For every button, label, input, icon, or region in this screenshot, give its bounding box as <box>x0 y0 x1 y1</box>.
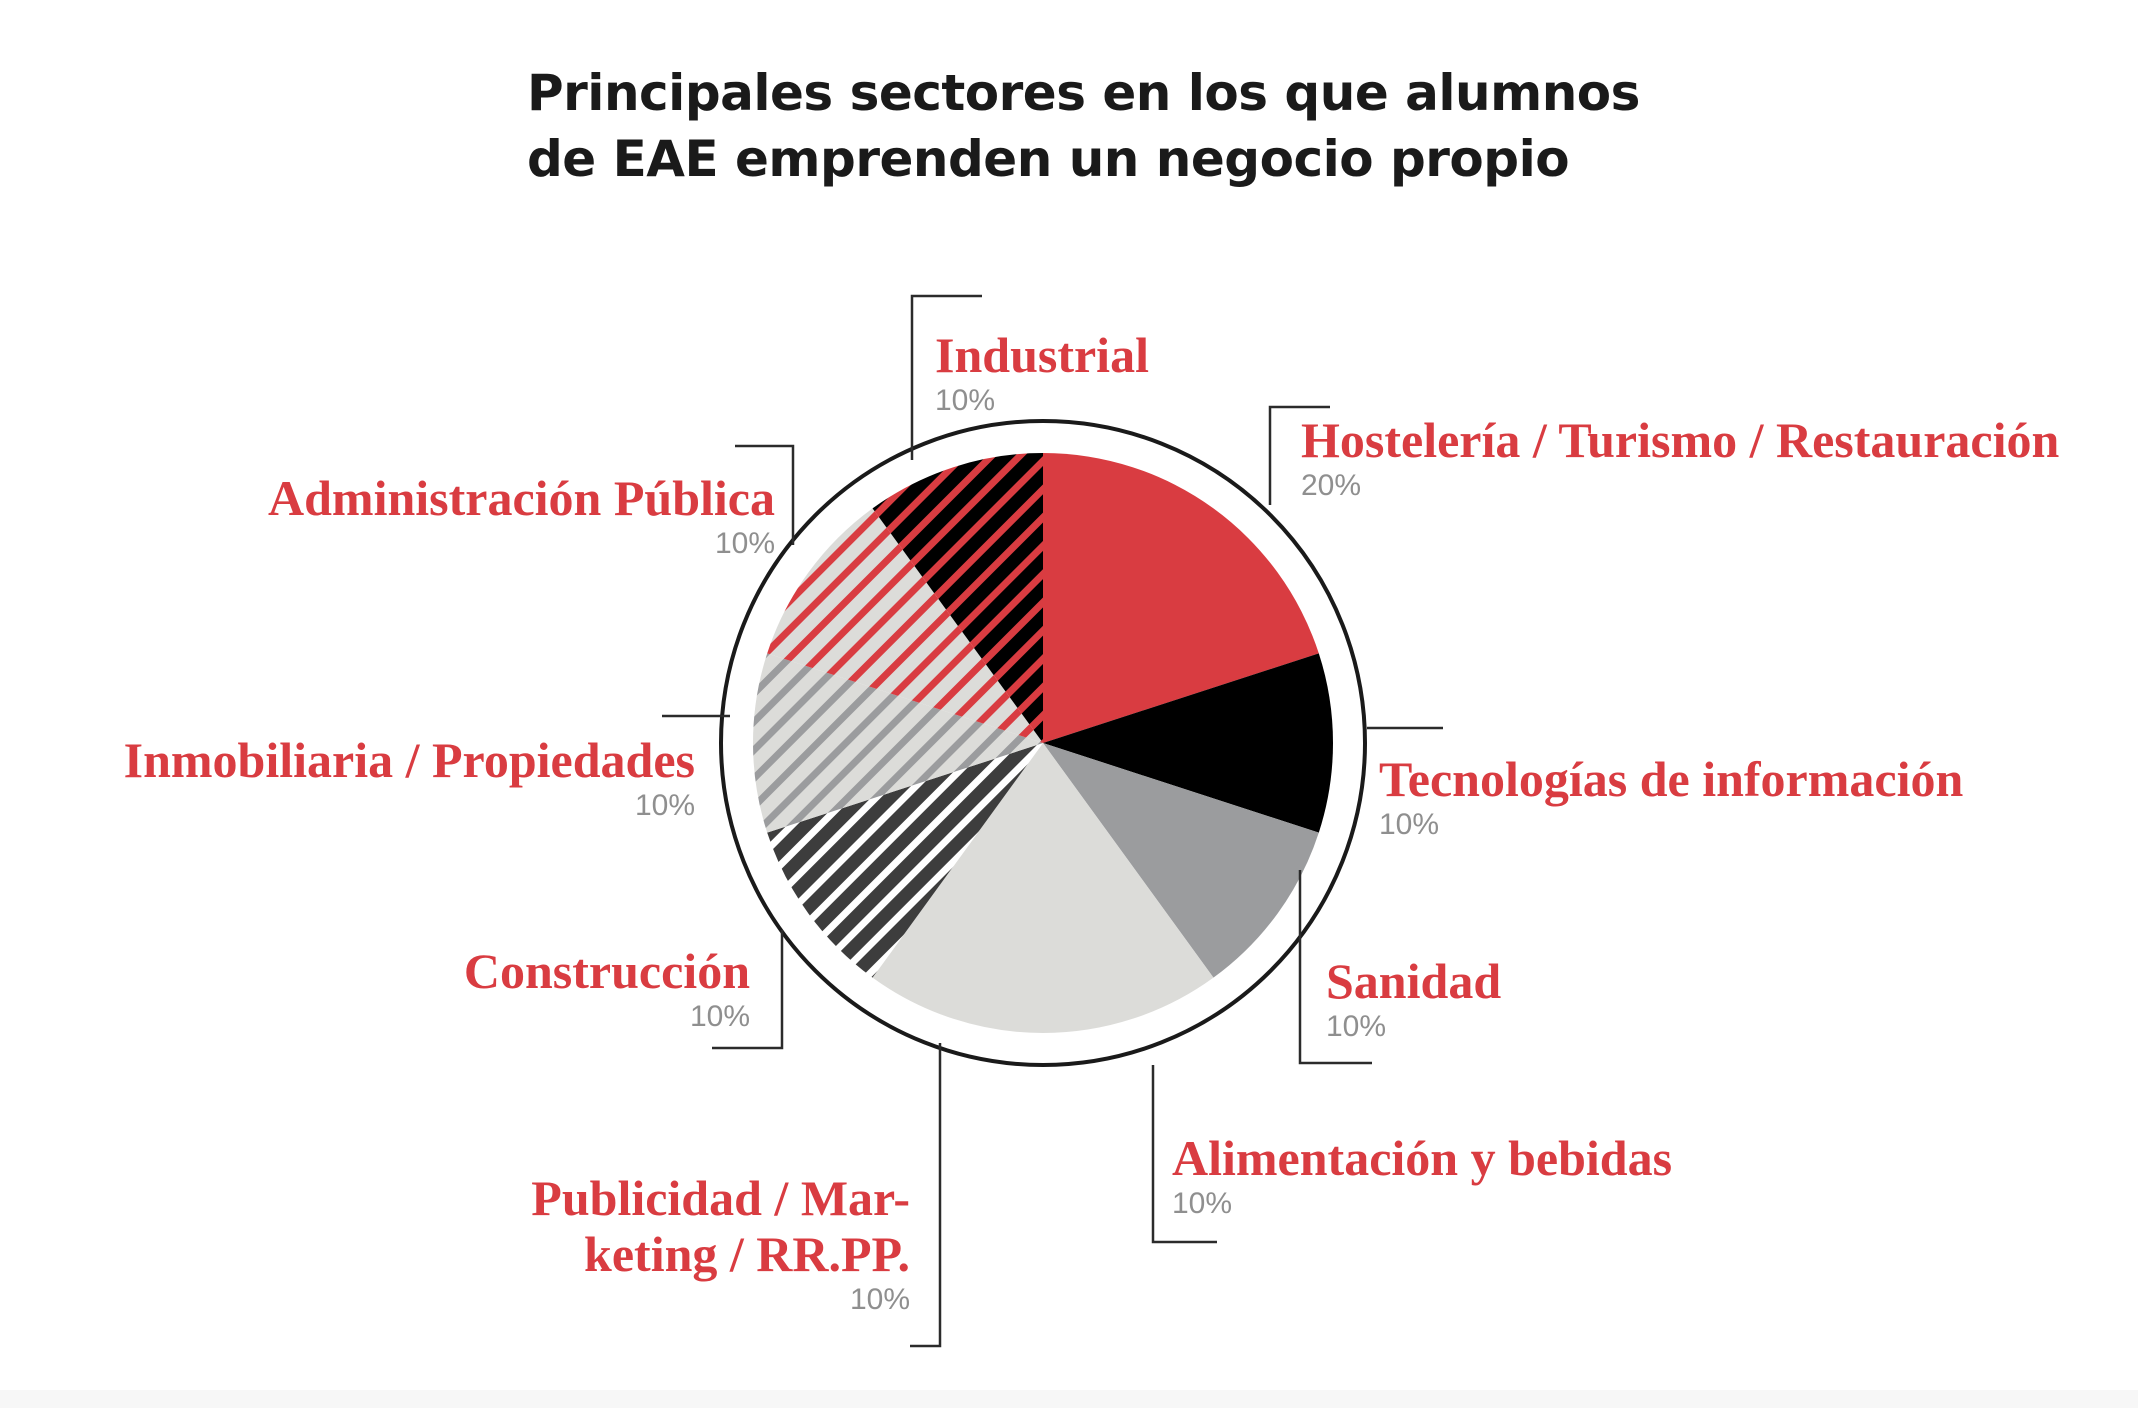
pie-slice-construccion <box>767 743 1043 978</box>
slice-value: 10% <box>1379 808 1440 841</box>
slice-name-line-1: Publicidad / Mar- <box>531 1170 910 1226</box>
bottom-band <box>0 1390 2138 1408</box>
slice-value: 10% <box>714 527 775 560</box>
chart-title-line-1: Principales sectores en los que alumnos <box>527 64 1640 122</box>
slice-value: 10% <box>1172 1187 1233 1220</box>
slice-name: Sanidad <box>1326 953 1502 1009</box>
pie-outer-ring <box>719 419 1367 1067</box>
pie-slice-administracion <box>767 508 1043 743</box>
slice-label-sanidad: Sanidad 10% <box>1326 953 1501 1045</box>
leader-line-publicidad <box>910 1043 942 1348</box>
slice-label-alimentacion: Alimentación y bebidas 10% <box>1172 1130 1672 1222</box>
slice-value: 10% <box>935 384 996 417</box>
slice-name: Tecnologías de información <box>1379 751 1964 807</box>
slice-label-publicidad: Publicidad / Mar- keting / RR.PP. 10% <box>480 1170 910 1318</box>
slice-name: Inmobiliaria / Propiedades <box>123 732 695 788</box>
pie-slice-sanidad <box>1043 743 1319 978</box>
slice-value: 20% <box>1301 469 1362 502</box>
slice-label-construccion: Construcción 10% <box>400 943 750 1035</box>
slice-name: Industrial <box>935 327 1149 383</box>
leader-line-industrial <box>910 294 982 460</box>
leader-line-hosteleria <box>1268 405 1330 505</box>
leader-lines <box>662 294 1443 1348</box>
chart-title-line-2: de EAE emprenden un negocio propio <box>527 130 1570 188</box>
pie-slice-hosteleria <box>1043 453 1319 743</box>
leader-line-administracion <box>735 444 795 545</box>
pie-slices <box>752 453 1334 1033</box>
pie-slice-publicidad <box>872 743 1043 1033</box>
slice-value: 10% <box>689 1000 750 1033</box>
leader-line-alimentacion <box>1151 1065 1217 1244</box>
slice-name: Administración Pública <box>268 470 775 526</box>
slice-label-administracion: Administración Pública 10% <box>160 470 775 562</box>
slice-label-inmobiliaria: Inmobiliaria / Propiedades 10% <box>40 732 695 824</box>
slice-label-hosteleria: Hostelería / Turismo / Restauración 20% <box>1301 412 2059 504</box>
pie-slice-inmobiliaria <box>752 653 1043 833</box>
chart-title: Principales sectores en los que alumnos … <box>527 60 1827 192</box>
leader-line-sanidad <box>1298 870 1372 1065</box>
slice-label-industrial: Industrial 10% <box>935 327 1149 419</box>
slice-name: Construcción <box>463 943 750 999</box>
slice-value: 10% <box>634 789 695 822</box>
pie-slice-industrial <box>872 453 1043 743</box>
slice-label-tecnologias: Tecnologías de información 10% <box>1379 751 1963 843</box>
slice-value: 10% <box>849 1283 910 1316</box>
pie-slice-alimentacion <box>1043 743 1214 1033</box>
pie-slice-tecnologias <box>1043 653 1334 833</box>
slice-name-line-2: keting / RR.PP. <box>584 1226 910 1282</box>
slice-value: 10% <box>1326 1010 1387 1043</box>
leader-line-construccion <box>712 930 784 1050</box>
slice-name: Alimentación y bebidas <box>1172 1130 1673 1186</box>
slice-name: Hostelería / Turismo / Restauración <box>1301 412 2060 468</box>
